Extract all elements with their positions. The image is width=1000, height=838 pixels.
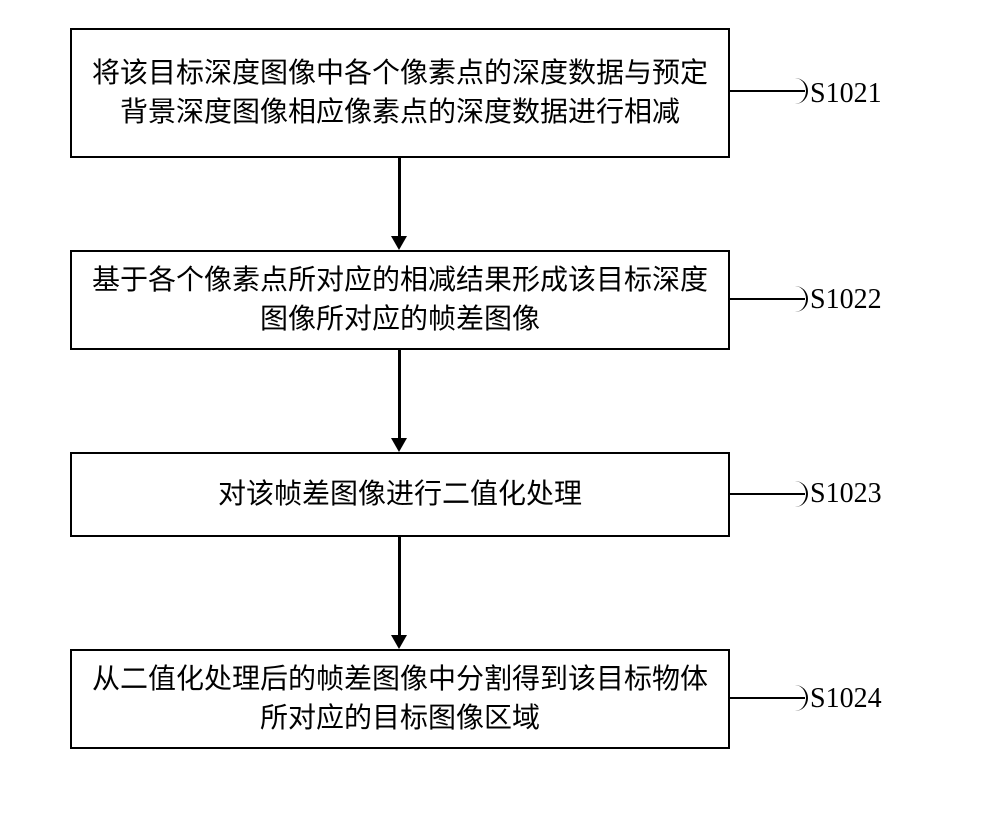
step-text: 对该帧差图像进行二值化处理 [218, 475, 582, 514]
arrow-3-4-head [391, 635, 407, 649]
step-label-4: S1024 [810, 683, 882, 715]
arrow-2-3-line [398, 350, 401, 440]
flowchart-step-3: 对该帧差图像进行二值化处理 [70, 452, 730, 537]
step-label-3: S1023 [810, 478, 882, 510]
flowchart-step-1: 将该目标深度图像中各个像素点的深度数据与预定背景深度图像相应像素点的深度数据进行… [70, 28, 730, 158]
step-label-1: S1021 [810, 78, 882, 110]
arrow-1-2-head [391, 236, 407, 250]
step-text: 从二值化处理后的帧差图像中分割得到该目标物体所对应的目标图像区域 [92, 660, 708, 738]
connector-curve-2 [760, 286, 808, 312]
arrow-1-2-line [398, 158, 401, 238]
step-text: 将该目标深度图像中各个像素点的深度数据与预定背景深度图像相应像素点的深度数据进行… [92, 54, 708, 132]
flowchart-step-4: 从二值化处理后的帧差图像中分割得到该目标物体所对应的目标图像区域 [70, 649, 730, 749]
step-text: 基于各个像素点所对应的相减结果形成该目标深度图像所对应的帧差图像 [92, 261, 708, 339]
arrow-2-3-head [391, 438, 407, 452]
connector-curve-1 [760, 78, 808, 104]
connector-curve-4 [760, 685, 808, 711]
flowchart-step-2: 基于各个像素点所对应的相减结果形成该目标深度图像所对应的帧差图像 [70, 250, 730, 350]
connector-curve-3 [760, 481, 808, 507]
step-label-2: S1022 [810, 284, 882, 316]
arrow-3-4-line [398, 537, 401, 637]
flowchart-container: 将该目标深度图像中各个像素点的深度数据与预定背景深度图像相应像素点的深度数据进行… [0, 0, 1000, 838]
